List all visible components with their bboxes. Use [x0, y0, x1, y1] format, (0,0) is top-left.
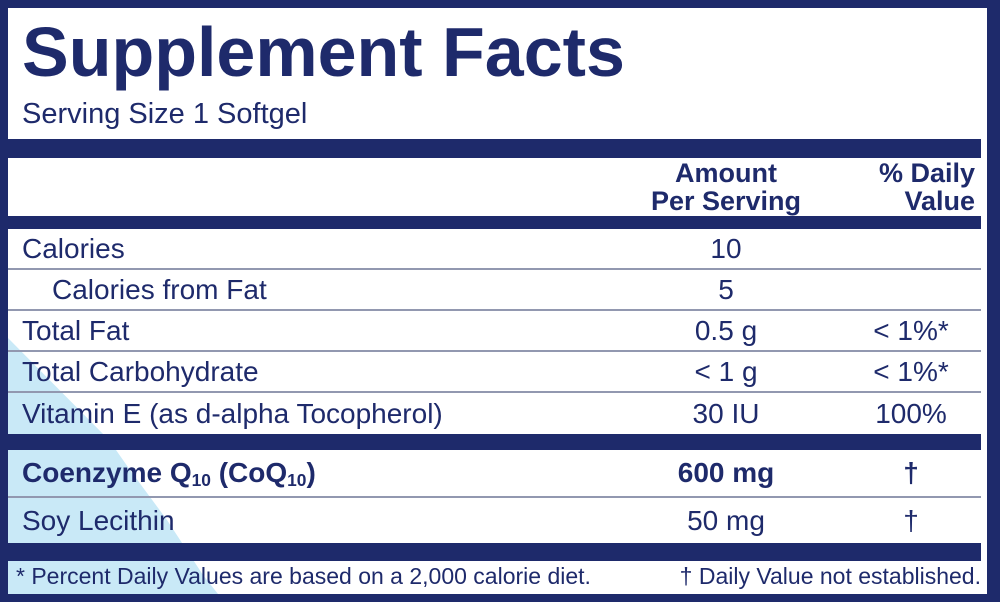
row-daily-value-coenzyme-q10: † [903, 457, 919, 488]
daily-value-header-line1: % Daily [878, 158, 975, 188]
row-amount-calories-from-fat: 5 [718, 273, 734, 305]
row-amount-total-carbohydrate: < 1 g [694, 355, 758, 387]
row-amount-soy-lecithin: 50 mg [687, 504, 765, 536]
amount-header-line2: Per Serving [650, 186, 802, 216]
divider-bar-header [8, 216, 981, 229]
row-daily-value-vitamin-e: 100% [875, 397, 947, 429]
table-row-vitamin-e: Vitamin E (as d-alpha Tocopherol) 30 IU 10… [8, 393, 981, 434]
column-header-amount: Amount Per Serving [611, 159, 841, 215]
page-title: Supplement Facts [22, 13, 625, 91]
row-label-calories: Calories [22, 232, 125, 264]
row-amount-total-fat: 0.5 g [694, 314, 758, 346]
table-row-total-carbohydrate: Total Carbohydrate < 1 g < 1%* [8, 352, 981, 393]
row-daily-value-total-fat: < 1%* [873, 314, 949, 346]
row-label-total-fat: Total Fat [22, 314, 130, 346]
column-header-daily-value: % Daily Value [841, 159, 981, 215]
divider-bar-mid [8, 434, 981, 450]
table-row-coenzyme-q10: Coenzyme Q10 (CoQ10) 600 mg † [8, 450, 981, 498]
daily-value-header-line2: Value [904, 186, 975, 216]
label-inner-panel: Supplement Facts Serving Size 1 Softgel … [8, 8, 987, 594]
footnotes: * Percent Daily Values are based on a 2,… [8, 561, 987, 594]
row-daily-value-total-carbohydrate: < 1%* [873, 355, 949, 387]
table-column-headers: Amount Per Serving % Daily Value [8, 158, 981, 216]
row-label-calories-from-fat: Calories from Fat [52, 273, 267, 305]
footnote-daily-value-not-established: † Daily Value not established. [679, 563, 981, 589]
row-label-total-carbohydrate: Total Carbohydrate [22, 355, 259, 387]
row-amount-coenzyme-q10: 600 mg [677, 457, 775, 488]
amount-header-line1: Amount [675, 158, 777, 188]
table-row-soy-lecithin: Soy Lecithin 50 mg † [8, 498, 981, 543]
row-amount-vitamin-e: 30 IU [692, 397, 760, 429]
row-label-coenzyme-q10: Coenzyme Q10 (CoQ10) [22, 457, 316, 491]
row-label-soy-lecithin: Soy Lecithin [22, 504, 175, 536]
divider-bar-bottom [8, 543, 981, 561]
table-row-total-fat: Total Fat 0.5 g < 1%* [8, 311, 981, 352]
facts-table: Calories 10 Calories from Fat 5 Total Fat 0.5… [8, 229, 987, 543]
divider-bar-top [8, 139, 981, 158]
row-amount-calories: 10 [710, 232, 742, 264]
table-row-calories-from-fat: Calories from Fat 5 [8, 270, 981, 311]
serving-size-text: Serving Size 1 Softgel [22, 98, 308, 130]
table-row-calories: Calories 10 [8, 229, 981, 270]
footnote-percent-daily-values: * Percent Daily Values are based on a 2,… [16, 563, 591, 589]
row-daily-value-soy-lecithin: † [903, 504, 919, 536]
row-label-vitamin-e: Vitamin E (as d-alpha Tocopherol) [22, 397, 443, 429]
